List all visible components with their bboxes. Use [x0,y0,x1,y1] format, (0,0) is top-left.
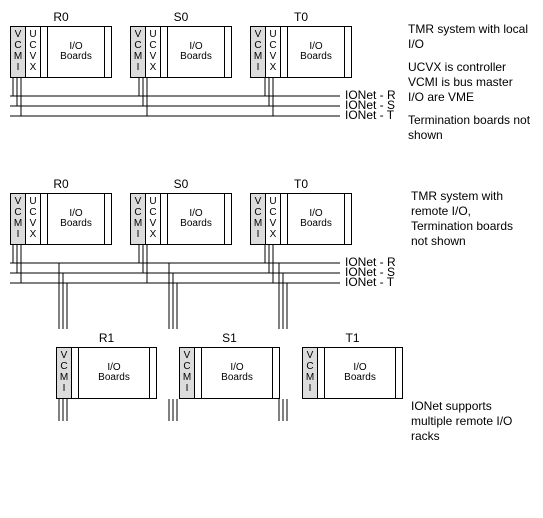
bus-label-t: IONet - T [345,108,395,122]
bus-wires-mid: IONet - R IONet - S IONet - T [10,245,400,295]
slot-spacer [396,348,402,398]
rack-row-remote: R1 VCMI I/OBoards S1 VCMI I/OBoards [56,331,403,399]
slot-io: I/OBoards [202,348,273,398]
slot-spacer [281,194,288,244]
slot-ucvx: UCVX [266,194,281,244]
slot-io: I/OBoards [48,194,105,244]
slot-vcmi: VCMI [131,27,146,77]
rack-row-top: R0 VCMI UCVX I/OBoards S0 VCMI UCVX I/OB… [10,10,400,78]
slot-io: I/OBoards [288,194,345,244]
tail-wires [10,399,400,421]
rack-s0: S0 VCMI UCVX I/OBoards [130,10,232,78]
slot-io: I/OBoards [168,194,225,244]
slot-spacer [105,27,111,77]
slot-spacer [195,348,202,398]
rack-box: VCMI UCVX I/OBoards [130,26,232,78]
rack-r1: R1 VCMI I/OBoards [56,331,157,399]
slot-io: I/OBoards [325,348,396,398]
note: Termination boards not shown [408,113,533,143]
rack-label: S1 [179,331,280,345]
slot-vcmi: VCMI [303,348,318,398]
rack-s0: S0 VCMI UCVX I/OBoards [130,177,232,245]
slot-spacer [225,27,231,77]
slot-vcmi: VCMI [11,194,26,244]
rack-r0: R0 VCMI UCVX I/OBoards [10,10,112,78]
bus-label-t: IONet - T [345,275,395,289]
diagram-remote: R0 VCMI UCVX I/OBoards S0 VCMI UCVX I/OB… [10,177,403,421]
notes-local: TMR system with local I/O UCVX is contro… [400,10,533,151]
rack-box: VCMI UCVX I/OBoards [130,193,232,245]
rack-box: VCMI I/OBoards [56,347,157,399]
rack-label: T0 [250,177,352,191]
slot-ucvx: UCVX [26,27,41,77]
rack-label: R0 [10,10,112,24]
rack-box: VCMI UCVX I/OBoards [250,193,352,245]
slot-spacer [161,194,168,244]
slot-io: I/OBoards [48,27,105,77]
slot-vcmi: VCMI [251,194,266,244]
note: IONet supports multiple remote I/O racks [411,399,533,444]
slot-spacer [318,348,325,398]
slot-spacer [273,348,279,398]
section-local-io: R0 VCMI UCVX I/OBoards S0 VCMI UCVX I/OB… [10,10,533,151]
slot-spacer [150,348,156,398]
slot-vcmi: VCMI [180,348,195,398]
rack-label: S0 [130,177,232,191]
rack-box: VCMI UCVX I/OBoards [10,193,112,245]
slot-io: I/OBoards [288,27,345,77]
rack-r0: R0 VCMI UCVX I/OBoards [10,177,112,245]
slot-spacer [281,27,288,77]
slot-spacer [41,194,48,244]
slot-spacer [105,194,111,244]
rack-box: VCMI I/OBoards [179,347,280,399]
slot-spacer [161,27,168,77]
bus-wires-top: IONet - R IONet - S IONet - T [10,78,400,128]
slot-ucvx: UCVX [266,27,281,77]
rack-label: T1 [302,331,403,345]
note: TMR system with local I/O [408,22,533,52]
diagram-local: R0 VCMI UCVX I/OBoards S0 VCMI UCVX I/OB… [10,10,400,128]
rack-t0: T0 VCMI UCVX I/OBoards [250,177,352,245]
rack-label: R1 [56,331,157,345]
slot-spacer [72,348,79,398]
slot-vcmi: VCMI [131,194,146,244]
slot-io: I/OBoards [168,27,225,77]
rack-box: VCMI UCVX I/OBoards [10,26,112,78]
rack-label: R0 [10,177,112,191]
slot-spacer [41,27,48,77]
slot-vcmi: VCMI [57,348,72,398]
rack-row-mid: R0 VCMI UCVX I/OBoards S0 VCMI UCVX I/OB… [10,177,403,245]
slot-spacer [225,194,231,244]
down-wires [10,295,400,329]
section-remote-io: R0 VCMI UCVX I/OBoards S0 VCMI UCVX I/OB… [10,177,533,452]
rack-box: VCMI UCVX I/OBoards [250,26,352,78]
rack-label: S0 [130,10,232,24]
slot-io: I/OBoards [79,348,150,398]
rack-s1: S1 VCMI I/OBoards [179,331,280,399]
rack-t1: T1 VCMI I/OBoards [302,331,403,399]
slot-ucvx: UCVX [26,194,41,244]
note: UCVX is controllerVCMI is bus masterI/O … [408,60,533,105]
note: TMR system with remote I/O,Termination b… [411,189,533,249]
rack-box: VCMI I/OBoards [302,347,403,399]
notes-remote: TMR system with remote I/O,Termination b… [403,177,533,452]
rack-label: T0 [250,10,352,24]
slot-ucvx: UCVX [146,27,161,77]
slot-ucvx: UCVX [146,194,161,244]
slot-spacer [345,194,351,244]
rack-t0: T0 VCMI UCVX I/OBoards [250,10,352,78]
slot-vcmi: VCMI [11,27,26,77]
slot-spacer [345,27,351,77]
slot-vcmi: VCMI [251,27,266,77]
